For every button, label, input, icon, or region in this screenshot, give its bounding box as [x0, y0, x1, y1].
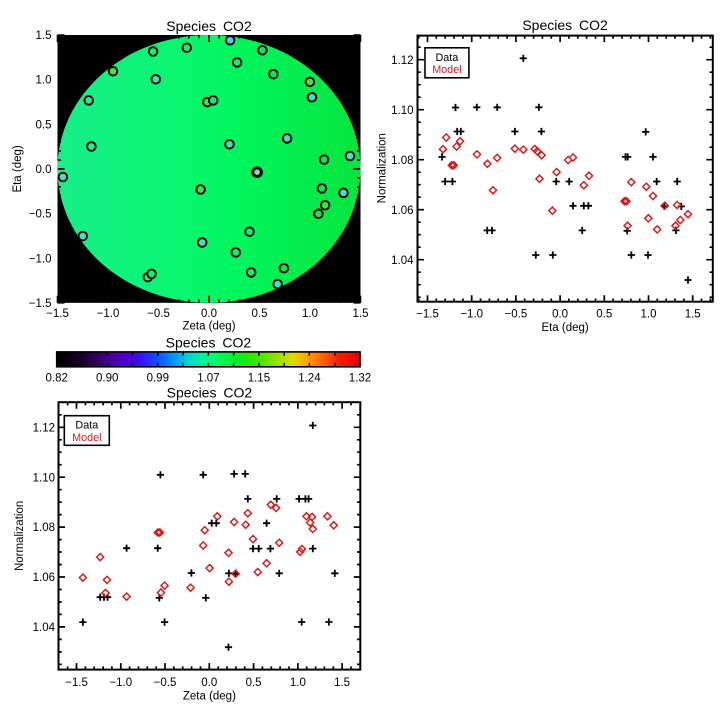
svg-text:−1.5: −1.5 — [29, 298, 52, 310]
svg-text:0.82: 0.82 — [46, 373, 68, 385]
svg-text:1.5: 1.5 — [334, 677, 350, 689]
svg-text:0.5: 0.5 — [246, 677, 262, 689]
svg-text:1.08: 1.08 — [33, 522, 55, 534]
svg-text:Normalization: Normalization — [14, 501, 26, 571]
svg-text:−1.5: −1.5 — [416, 309, 439, 321]
svg-text:Model: Model — [72, 432, 101, 444]
svg-text:0.99: 0.99 — [147, 373, 169, 385]
svg-text:1.0: 1.0 — [641, 309, 657, 321]
svg-text:Species CO2: Species CO2 — [167, 384, 253, 400]
svg-text:−0.5: −0.5 — [154, 677, 177, 689]
svg-text:Normalization: Normalization — [377, 133, 389, 203]
svg-text:1.32: 1.32 — [349, 373, 371, 385]
svg-text:−1.0: −1.0 — [109, 677, 132, 689]
svg-text:1.0: 1.0 — [290, 677, 306, 689]
svg-text:0.5: 0.5 — [596, 309, 612, 321]
svg-text:−1.5: −1.5 — [65, 677, 88, 689]
svg-text:1.04: 1.04 — [33, 622, 56, 634]
svg-text:0.0: 0.0 — [201, 677, 217, 689]
svg-text:1.15: 1.15 — [248, 373, 270, 385]
svg-text:Model: Model — [432, 64, 461, 76]
svg-text:−1.0: −1.0 — [97, 308, 120, 320]
svg-text:Zeta (deg): Zeta (deg) — [182, 321, 235, 333]
svg-text:1.04: 1.04 — [391, 255, 414, 267]
svg-text:0.0: 0.0 — [201, 308, 217, 320]
svg-text:−1.0: −1.0 — [460, 309, 483, 321]
svg-text:Species CO2: Species CO2 — [166, 334, 252, 350]
svg-text:Species CO2: Species CO2 — [522, 17, 608, 33]
svg-text:Data: Data — [75, 420, 98, 432]
svg-text:−0.5: −0.5 — [147, 308, 170, 320]
svg-text:−0.5: −0.5 — [505, 309, 528, 321]
svg-text:1.10: 1.10 — [33, 472, 55, 484]
svg-text:Data: Data — [435, 52, 458, 64]
svg-text:1.5: 1.5 — [685, 309, 701, 321]
svg-text:1.0: 1.0 — [302, 308, 318, 320]
svg-text:1.5: 1.5 — [353, 308, 369, 320]
svg-text:1.5: 1.5 — [36, 30, 52, 42]
svg-text:0.0: 0.0 — [552, 309, 568, 321]
svg-text:0.5: 0.5 — [252, 308, 268, 320]
svg-text:1.12: 1.12 — [391, 55, 413, 67]
svg-text:1.08: 1.08 — [391, 155, 413, 167]
svg-text:1.06: 1.06 — [33, 572, 55, 584]
svg-text:Eta (deg): Eta (deg) — [541, 322, 588, 334]
svg-text:0.0: 0.0 — [36, 164, 52, 176]
svg-text:1.10: 1.10 — [391, 105, 413, 117]
svg-text:1.0: 1.0 — [36, 75, 52, 87]
svg-text:Species CO2: Species CO2 — [166, 18, 252, 34]
svg-text:Eta (deg): Eta (deg) — [12, 145, 24, 192]
svg-text:1.07: 1.07 — [197, 373, 219, 385]
svg-text:−1.5: −1.5 — [46, 308, 69, 320]
svg-text:−1.0: −1.0 — [29, 253, 52, 265]
svg-text:0.5: 0.5 — [36, 119, 52, 131]
svg-text:0.90: 0.90 — [96, 373, 118, 385]
svg-text:−0.5: −0.5 — [29, 209, 52, 221]
svg-text:1.06: 1.06 — [391, 205, 413, 217]
svg-text:Zeta (deg): Zeta (deg) — [183, 691, 236, 703]
svg-text:1.12: 1.12 — [33, 422, 55, 434]
svg-text:1.24: 1.24 — [298, 373, 321, 385]
